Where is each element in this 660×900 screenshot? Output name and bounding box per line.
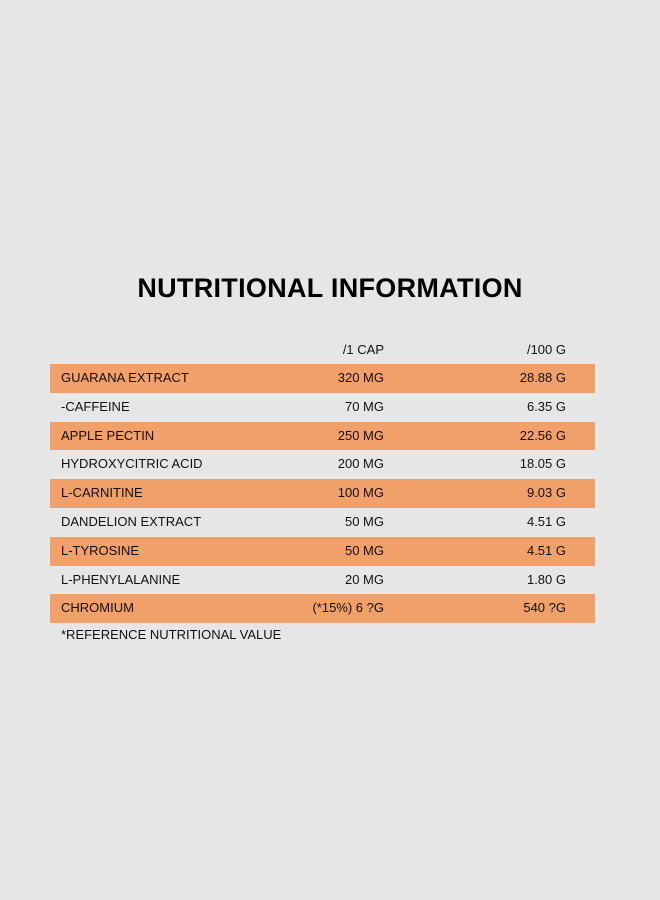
table-row: L-TYROSINE 50 MG 4.51 G: [50, 536, 595, 566]
amount-per-cap: 320 MG: [337, 370, 384, 385]
ingredient-name: -CAFFEINE: [61, 398, 130, 414]
table-row: -CAFFEINE 70 MG 6.35 G: [50, 393, 595, 422]
ingredient-name: L-TYROSINE: [61, 542, 140, 558]
ingredient-name: L-CARNITINE: [61, 485, 143, 501]
ingredient-name: CHROMIUM: [61, 600, 134, 616]
ingredient-name: L-PHENYLALANINE: [61, 571, 181, 587]
reference-footnote: *REFERENCE NUTRITIONAL VALUE: [61, 627, 282, 642]
amount-per-100g: 6.35 G: [526, 398, 566, 414]
table-row: DANDELION EXTRACT 50 MG 4.51 G: [50, 508, 595, 537]
nutrition-table: /1 CAP /100 G GUARANA EXTRACT 320 MG 28.…: [50, 336, 595, 624]
amount-per-cap: 250 MG: [337, 427, 384, 443]
table-header-row: /1 CAP /100 G: [50, 336, 595, 364]
amount-per-cap: 50 MG: [344, 513, 384, 529]
amount-per-cap: 20 MG: [344, 571, 384, 587]
ingredient-name: DANDELION EXTRACT: [61, 513, 202, 529]
column-header-per-cap: /1 CAP: [342, 342, 384, 357]
column-header-per-100g: /100 G: [526, 342, 566, 357]
amount-per-100g: 4.51 G: [526, 542, 566, 558]
amount-per-cap: 200 MG: [337, 456, 384, 472]
amount-per-100g: 28.88 G: [519, 370, 566, 385]
table-row: L-CARNITINE 100 MG 9.03 G: [50, 479, 595, 508]
ingredient-name: HYDROXYCITRIC ACID: [61, 456, 203, 472]
amount-per-100g: 540 ?G: [523, 600, 566, 616]
table-row: APPLE PECTIN 250 MG 22.56 G: [50, 421, 595, 451]
amount-per-100g: 9.03 G: [526, 485, 566, 501]
page-title: NUTRITIONAL INFORMATION: [137, 273, 523, 303]
table-row: GUARANA EXTRACT 320 MG 28.88 G: [50, 364, 595, 393]
amount-per-cap: 50 MG: [344, 542, 384, 558]
amount-per-cap: (*15%) 6 ?G: [312, 600, 384, 616]
amount-per-cap: 100 MG: [337, 485, 384, 501]
ingredient-name: GUARANA EXTRACT: [61, 370, 189, 385]
table-row: HYDROXYCITRIC ACID 200 MG 18.05 G: [50, 450, 595, 479]
amount-per-100g: 18.05 G: [519, 456, 566, 472]
amount-per-cap: 70 MG: [344, 398, 384, 414]
amount-per-100g: 22.56 G: [519, 427, 566, 443]
amount-per-100g: 4.51 G: [526, 513, 566, 529]
table-row: L-PHENYLALANINE 20 MG 1.80 G: [50, 566, 595, 595]
amount-per-100g: 1.80 G: [526, 571, 566, 587]
table-row: CHROMIUM (*15%) 6 ?G 540 ?G: [50, 594, 595, 624]
ingredient-name: APPLE PECTIN: [61, 427, 155, 443]
